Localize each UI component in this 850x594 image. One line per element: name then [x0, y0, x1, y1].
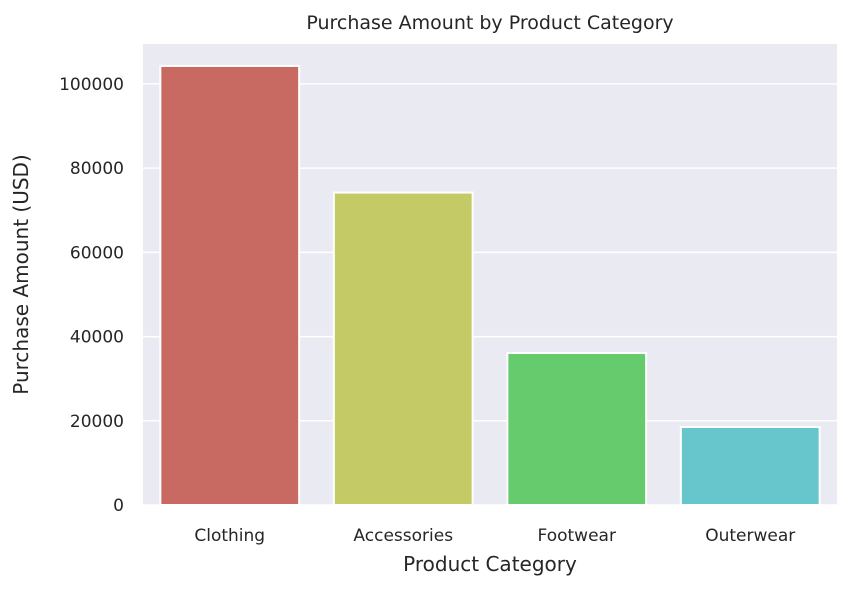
- bar-clothing: [159, 64, 301, 507]
- y-axis-label: Purchase Amount (USD): [9, 154, 33, 394]
- x-tick-label: Clothing: [194, 526, 265, 546]
- y-tick-label: 0: [113, 496, 124, 516]
- x-axis-label: Product Category: [403, 552, 577, 576]
- y-tick-label: 100000: [59, 75, 124, 95]
- x-tick-label: Outerwear: [705, 526, 795, 546]
- x-tick-label: Footwear: [538, 526, 616, 546]
- y-tick-label: 40000: [70, 328, 124, 348]
- x-tick-label: Accessories: [353, 526, 453, 546]
- y-axis-ticks: 0 20000 40000 60000 80000 100000: [59, 75, 124, 516]
- bar-accessories: [332, 191, 474, 506]
- y-tick-label: 20000: [70, 412, 124, 432]
- bar-footwear: [506, 352, 648, 506]
- y-tick-label: 80000: [70, 159, 124, 179]
- bars: [159, 64, 821, 507]
- bar-outerwear: [679, 425, 821, 507]
- x-axis-ticks: Clothing Accessories Footwear Outerwear: [194, 526, 795, 546]
- chart-title: Purchase Amount by Product Category: [306, 12, 673, 34]
- y-tick-label: 60000: [70, 243, 124, 263]
